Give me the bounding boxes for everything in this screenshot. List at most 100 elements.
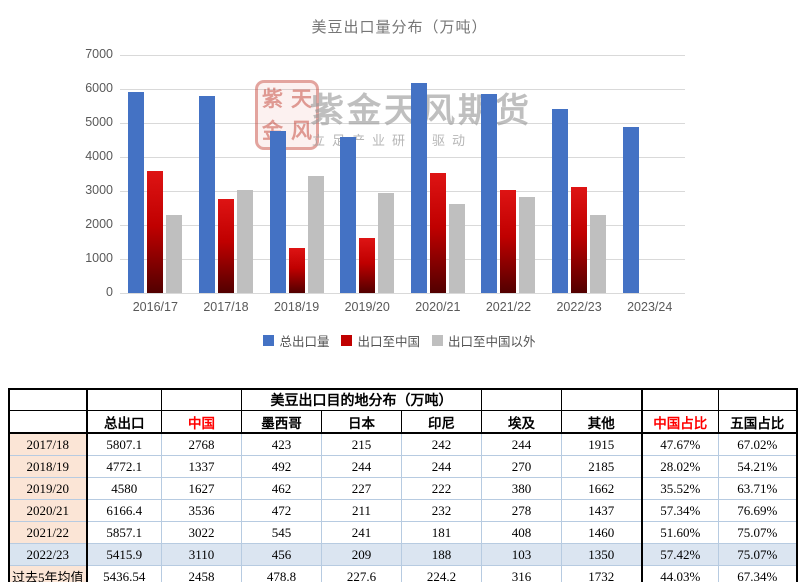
cell: 5415.9 (86, 543, 163, 566)
table-title-row: 美豆出口目的地分布（万吨） (8, 388, 798, 411)
row-year-label: 2018/19 (8, 455, 88, 478)
cell: 1350 (561, 543, 643, 566)
x-tick-label: 2023/24 (627, 300, 673, 314)
bar-总出口量-2023/24 (622, 127, 639, 293)
row-year-label: 2020/21 (8, 499, 88, 522)
legend-label: 出口至中国以外 (448, 335, 536, 349)
table-row: 2017/18 5807.1 2768 423 215 242 244 1915 47.67% 6… (8, 432, 798, 456)
cell: 215 (321, 432, 403, 456)
column-header (8, 410, 88, 434)
cell: 57.42% (640, 543, 720, 566)
cell: 232 (401, 499, 483, 522)
cell: 244 (481, 432, 563, 456)
cell: 1437 (561, 499, 643, 522)
seal-char: 天 (291, 87, 312, 111)
legend-swatch-icon (432, 335, 443, 346)
cell: 545 (241, 521, 323, 544)
y-tick-label: 6000 (85, 81, 113, 95)
cell: 47.67% (640, 432, 720, 456)
table-body: 2017/18 5807.1 2768 423 215 242 244 1915 47.67% 6… (8, 432, 798, 582)
gridline (120, 225, 685, 226)
bar-出口至中国以外-2020/21 (448, 203, 465, 293)
cell: 224.2 (401, 565, 483, 582)
bar-出口至中国-2019/20 (359, 237, 376, 293)
legend-item: 总出口量 (263, 331, 329, 350)
cell: 3536 (161, 499, 243, 522)
cell: 227.6 (321, 565, 403, 582)
cell: 423 (241, 432, 323, 456)
plot-area: 紫天金风 紫金天风期货 立足产业研究驱动 (120, 55, 685, 294)
column-header: 印尼 (401, 410, 483, 434)
x-tick-label: 2020/21 (415, 300, 461, 314)
row-year-label: 过去5年均值 (8, 565, 88, 582)
y-tick-label: 2000 (85, 217, 113, 231)
cell: 75.07% (718, 521, 798, 544)
cell: 244 (401, 455, 483, 478)
cell: 1732 (561, 565, 643, 582)
cell: 278 (481, 499, 563, 522)
gridline (120, 123, 685, 124)
gridline (120, 157, 685, 158)
y-axis-labels: 0 1000 2000 3000 4000 5000 6000 7000 (43, 47, 113, 299)
cell: 1662 (561, 477, 643, 500)
blank-cell (481, 388, 563, 411)
bar-出口至中国以外-2021/22 (519, 196, 536, 293)
legend-item: 出口至中国 (341, 331, 420, 350)
cell: 63.71% (718, 477, 798, 500)
bar-出口至中国-2020/21 (429, 172, 446, 293)
table-row: 2021/22 5857.1 3022 545 241 181 408 1460 51.60% 7… (8, 521, 798, 544)
row-year-label: 2021/22 (8, 521, 88, 544)
cell: 241 (321, 521, 403, 544)
seal-char: 紫 (262, 87, 283, 111)
cell: 242 (401, 432, 483, 456)
cell: 4772.1 (86, 455, 163, 478)
cell: 456 (241, 543, 323, 566)
x-tick-label: 2021/22 (485, 300, 532, 314)
cell: 462 (241, 477, 323, 500)
blank-cell (640, 388, 720, 411)
legend-swatch-icon (341, 335, 353, 346)
table-row: 2022/23 5415.9 3110 456 209 188 103 1350 57.42% 7… (8, 543, 798, 566)
y-tick-label: 5000 (85, 115, 113, 129)
cell: 492 (241, 455, 323, 478)
y-tick-label: 0 (106, 285, 113, 299)
cell: 222 (401, 477, 483, 500)
bar-总出口量-2020/21 (410, 83, 427, 293)
column-header: 埃及 (481, 410, 563, 434)
column-header: 五国占比 (718, 410, 798, 434)
table-row: 过去5年均值 5436.54 2458 478.8 227.6 224.2 316 1732 4… (8, 565, 798, 582)
bar-出口至中国-2021/22 (500, 190, 517, 293)
cell: 3110 (161, 543, 243, 566)
blank-cell (161, 388, 243, 411)
cell: 5807.1 (86, 432, 163, 456)
blank-cell (561, 388, 643, 411)
bar-出口至中国-2017/18 (217, 198, 234, 293)
cell: 35.52% (640, 477, 720, 500)
cell: 181 (401, 521, 483, 544)
bar-出口至中国以外-2022/23 (590, 214, 607, 293)
y-tick-label: 7000 (85, 47, 113, 61)
soybean-export-chart: 美豆出口量分布（万吨） 0 1000 2000 3000 4000 5000 6000 700… (43, 19, 685, 350)
y-tick-label: 3000 (85, 183, 113, 197)
table-header-row: 总出口 中国 墨西哥 日本 印尼 埃及 其他 中国占比 五国占比 (8, 410, 798, 434)
cell: 57.34% (640, 499, 720, 522)
table-title: 美豆出口目的地分布（万吨） (241, 388, 483, 411)
gridline (120, 293, 685, 294)
cell: 1460 (561, 521, 643, 544)
cell: 2768 (161, 432, 243, 456)
x-tick-label: 2019/20 (344, 300, 390, 314)
x-tick-label: 2022/23 (556, 300, 602, 314)
blank-cell (86, 388, 163, 411)
cell: 75.07% (718, 543, 798, 566)
bar-出口至中国-2022/23 (571, 187, 588, 293)
cell: 67.34% (718, 565, 798, 582)
cell: 4580 (86, 477, 163, 500)
bar-总出口量-2022/23 (552, 108, 569, 293)
corner-cell (8, 388, 88, 411)
table-row: 2019/20 4580 1627 462 227 222 380 1662 35.52% 63.… (8, 477, 798, 500)
row-year-label: 2019/20 (8, 477, 88, 500)
bar-总出口量-2018/19 (269, 130, 286, 293)
row-year-label: 2022/23 (8, 543, 88, 566)
column-header: 墨西哥 (241, 410, 323, 434)
